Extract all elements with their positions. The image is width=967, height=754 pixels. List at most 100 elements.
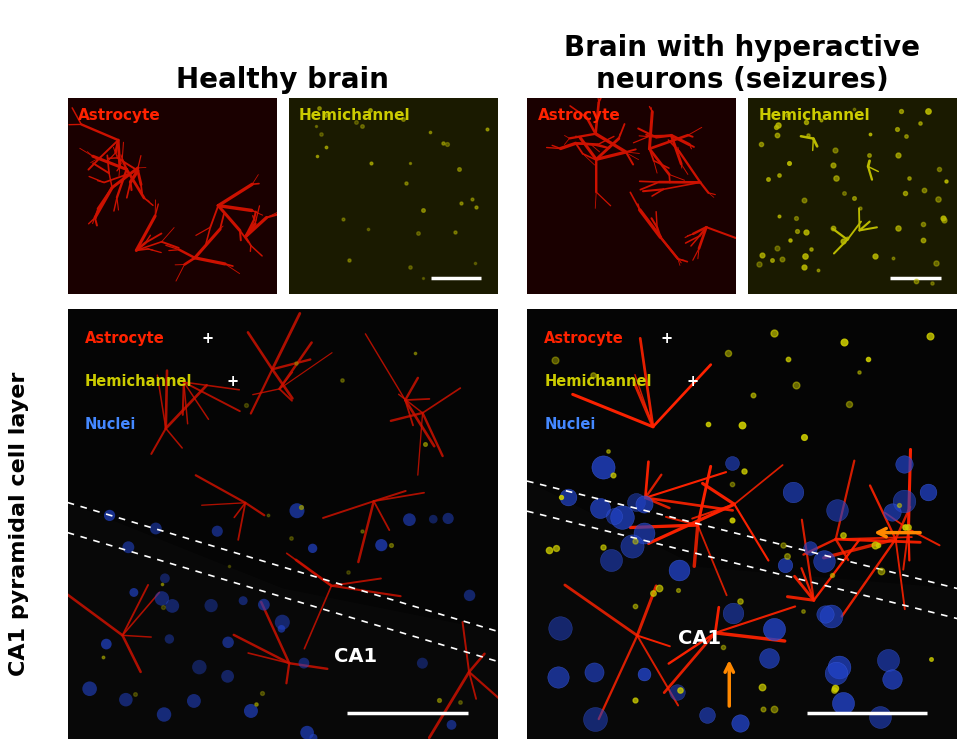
Point <box>408 347 424 359</box>
Point <box>769 121 784 133</box>
Point <box>464 193 480 205</box>
Text: Hemichannel: Hemichannel <box>299 108 411 123</box>
Point <box>891 499 906 511</box>
Point <box>334 374 349 386</box>
Point <box>440 513 455 525</box>
Point <box>767 327 782 339</box>
Point <box>210 526 225 538</box>
Point <box>755 703 771 716</box>
Point <box>553 622 569 634</box>
Point <box>836 187 852 199</box>
Point <box>767 623 782 635</box>
Point <box>462 590 478 602</box>
Point <box>355 525 370 537</box>
Point <box>592 502 607 514</box>
Point <box>885 506 900 518</box>
Point <box>860 354 875 366</box>
Point <box>732 595 747 607</box>
Polygon shape <box>527 481 957 739</box>
Point <box>628 496 643 508</box>
Point <box>308 120 324 132</box>
Point <box>795 605 810 617</box>
Point <box>354 120 369 132</box>
Point <box>256 599 272 611</box>
Point <box>102 510 117 522</box>
Point <box>867 250 883 262</box>
Point <box>220 636 236 648</box>
Point <box>754 249 770 261</box>
Point <box>778 109 794 121</box>
Text: Astrocyte: Astrocyte <box>78 108 161 123</box>
Point <box>468 201 484 213</box>
Point <box>754 681 770 693</box>
Text: CA1: CA1 <box>335 647 377 666</box>
Point <box>835 697 851 709</box>
Point <box>802 542 817 554</box>
Point <box>402 157 418 169</box>
Point <box>733 718 748 730</box>
Point <box>746 389 761 401</box>
Point <box>396 113 411 125</box>
Point <box>884 673 899 685</box>
Point <box>772 169 787 181</box>
Point <box>587 713 602 725</box>
Point <box>829 667 844 679</box>
Point <box>900 521 916 533</box>
Point <box>836 336 852 348</box>
Point <box>846 192 862 204</box>
Point <box>852 201 867 213</box>
Point <box>595 541 610 553</box>
Text: Hemichannel: Hemichannel <box>758 108 870 123</box>
Point <box>363 104 378 116</box>
Point <box>636 527 652 539</box>
Point <box>411 228 426 240</box>
Point <box>699 709 715 721</box>
Point <box>548 541 564 553</box>
Point <box>164 600 180 612</box>
Point <box>813 114 829 126</box>
Point <box>938 175 953 187</box>
Point <box>336 213 351 225</box>
Point <box>797 194 812 206</box>
Point <box>700 418 716 430</box>
Point <box>861 149 876 161</box>
Point <box>260 510 276 522</box>
Point <box>788 212 804 224</box>
Point <box>605 469 621 481</box>
Point <box>766 703 781 715</box>
Point <box>636 498 652 510</box>
Point <box>669 685 685 697</box>
Point <box>835 235 851 247</box>
Point <box>161 633 177 645</box>
Point <box>885 252 900 264</box>
Point <box>306 732 321 744</box>
Point <box>889 123 904 135</box>
Point <box>897 130 913 142</box>
Point <box>560 491 575 503</box>
Point <box>221 560 237 572</box>
Point <box>870 539 886 551</box>
Point <box>431 694 447 706</box>
Point <box>452 163 467 175</box>
Point <box>931 163 947 175</box>
Text: Hemichannel: Hemichannel <box>544 374 652 388</box>
Point <box>317 109 333 121</box>
Point <box>187 695 202 707</box>
Point <box>651 582 666 594</box>
Point <box>923 653 939 665</box>
Point <box>825 569 840 581</box>
Point <box>832 661 847 673</box>
Point <box>891 149 906 161</box>
Point <box>917 184 932 196</box>
Point <box>480 123 495 135</box>
Point <box>296 657 311 669</box>
Point <box>894 105 909 117</box>
Point <box>799 116 814 128</box>
Point <box>397 177 413 189</box>
Point <box>628 694 643 706</box>
Point <box>801 129 816 141</box>
Point <box>671 563 687 575</box>
Point <box>435 137 451 149</box>
Point <box>363 158 378 170</box>
Point <box>318 141 334 153</box>
